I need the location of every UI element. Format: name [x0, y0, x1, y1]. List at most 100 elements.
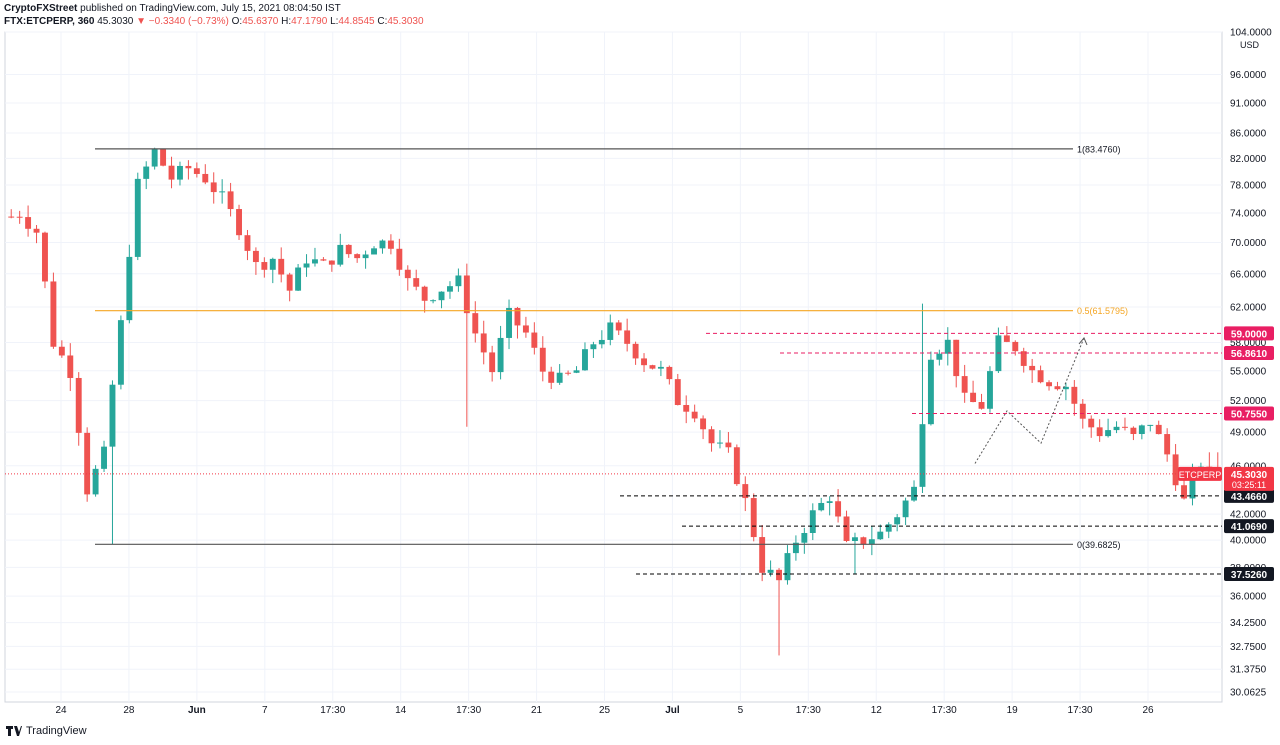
candle	[649, 364, 656, 370]
candle	[700, 415, 707, 440]
candle-body	[1088, 418, 1095, 428]
candle-body	[1020, 351, 1027, 366]
resistance-marker: 59.0000	[1224, 326, 1274, 341]
fib-label: 1(83.4760)	[1077, 144, 1121, 154]
projection-arrow-icon	[1078, 337, 1088, 346]
candle-body	[556, 372, 563, 383]
candle-body	[337, 244, 344, 265]
symbol-interval[interactable]: FTX:ETCPERP, 360	[4, 16, 95, 27]
candle-body	[151, 149, 158, 167]
current-symbol-label: ETCPERP	[1179, 470, 1222, 480]
candle	[784, 545, 791, 585]
candle-body	[1071, 386, 1078, 404]
y-tick-label: 30.0625	[1230, 687, 1267, 698]
y-tick-label: 104.0000	[1230, 28, 1272, 39]
candle	[666, 365, 673, 385]
candle-body	[767, 569, 774, 573]
price-axis[interactable]: 104.0000 96.0000 91.0000 86.0000 82.0000 78.0…	[1230, 28, 1272, 699]
candle	[109, 380, 116, 545]
y-tick-label: 82.0000	[1230, 154, 1267, 165]
candle	[894, 513, 901, 532]
candle	[1046, 380, 1052, 391]
candle	[25, 205, 32, 237]
candle-body	[1130, 427, 1137, 435]
price-change: ▼ −0.3340 (−0.73%)	[136, 16, 229, 27]
candle	[354, 253, 361, 263]
candle-body	[404, 269, 411, 279]
open-label: O:	[231, 16, 243, 27]
candle-body	[447, 286, 453, 292]
x-tick-label: 25	[599, 705, 611, 716]
resistance-marker-label: 50.7550	[1231, 409, 1268, 420]
candle-body	[261, 262, 268, 270]
last-price: 45.3030	[97, 16, 134, 27]
candle	[826, 496, 833, 516]
candle-body	[691, 411, 698, 419]
publisher-name[interactable]: CryptoFXStreet	[4, 3, 78, 14]
x-tick-label: 21	[531, 705, 543, 716]
candle	[328, 260, 335, 272]
candle-body	[776, 569, 782, 581]
price-chart[interactable]: 1(83.4760) 0.5(61.5795) 0(39.6825) 104.000…	[0, 0, 1280, 720]
candle	[455, 268, 462, 292]
candle-body	[278, 258, 285, 275]
candle	[742, 476, 749, 512]
candle-body	[1181, 485, 1187, 499]
support-marker-label: 37.5260	[1231, 570, 1268, 581]
candle-body	[1029, 365, 1036, 371]
candle-body	[624, 330, 631, 344]
candle	[657, 360, 664, 377]
y-tick-label: 31.3750	[1230, 665, 1267, 676]
x-tick-label: 28	[123, 705, 135, 716]
candle	[1012, 340, 1019, 356]
candle	[210, 172, 217, 204]
candle	[387, 234, 394, 255]
candle	[177, 161, 183, 186]
low-label: L:	[330, 16, 339, 27]
y-tick-label: 91.0000	[1230, 99, 1267, 110]
resistance-marker: 56.8610	[1224, 346, 1274, 361]
candle-body	[193, 168, 200, 174]
candle	[92, 465, 99, 497]
candle-body	[143, 166, 150, 179]
y-tick-label: 66.0000	[1230, 269, 1267, 280]
x-tick-label: 17:30	[796, 705, 821, 716]
candle-body	[885, 524, 892, 532]
candle	[565, 370, 572, 376]
candle-body	[708, 429, 715, 444]
candle	[497, 325, 504, 380]
x-tick-label: 7	[262, 705, 268, 716]
candle	[261, 257, 268, 278]
candle-body	[421, 286, 428, 301]
candle	[776, 568, 782, 656]
candle	[278, 247, 285, 283]
fib-label: 0.5(61.5795)	[1077, 306, 1128, 316]
candle	[852, 532, 858, 575]
candle	[573, 366, 580, 374]
x-tick-label: 12	[871, 705, 883, 716]
candle-body	[463, 275, 470, 314]
candle-body	[1189, 474, 1196, 499]
candle	[295, 264, 302, 291]
x-tick-label: Jun	[188, 705, 206, 716]
candle-body	[1113, 426, 1120, 431]
candle-body	[1172, 454, 1179, 486]
price-markers: 59.0000 56.8610 50.7550 43.4660 41.0690 37.52…	[1178, 326, 1274, 582]
candle-body	[455, 275, 462, 287]
candle	[733, 444, 740, 486]
candle	[1172, 444, 1179, 491]
time-axis[interactable]: 24 28 Jun 7 17:30 14 17:30 21 25 Jul 5 17:30 12 17:30…	[55, 705, 1154, 716]
footer-brand[interactable]: TradingView	[26, 725, 87, 737]
candle-body	[936, 353, 943, 360]
candle	[1164, 428, 1171, 462]
candle	[236, 204, 242, 240]
candle	[868, 526, 875, 556]
price-levels[interactable]: 1(83.4760) 0.5(61.5795) 0(39.6825)	[5, 144, 1222, 575]
candle-body	[565, 372, 572, 374]
candle-body	[312, 259, 318, 264]
candle-body	[835, 501, 842, 517]
candle	[1029, 358, 1036, 383]
candle	[1003, 326, 1010, 343]
high-value: 47.1790	[291, 16, 328, 27]
